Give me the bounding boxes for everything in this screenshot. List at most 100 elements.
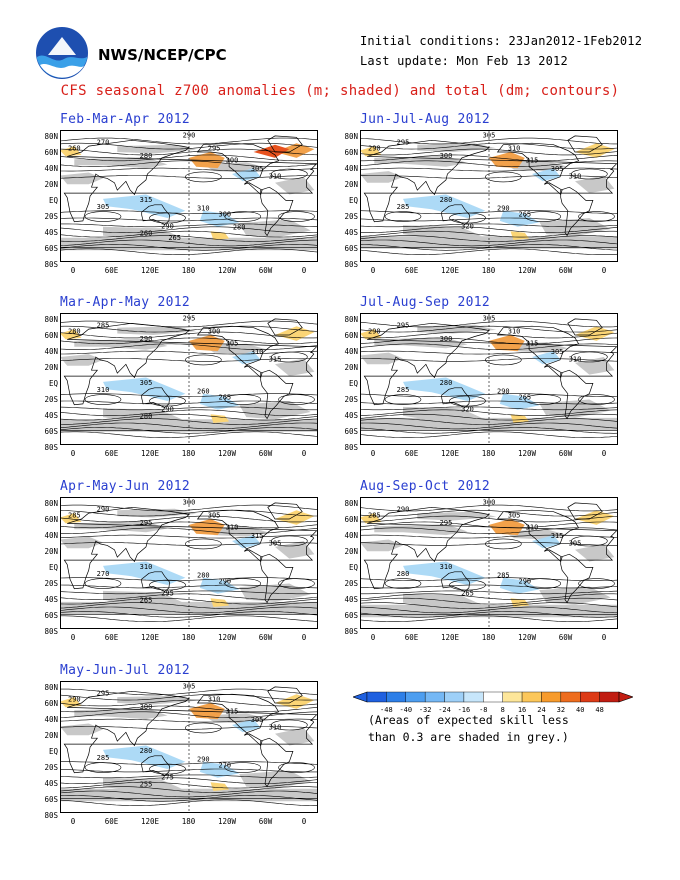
lat-label: 80S (44, 811, 58, 820)
contour-line (524, 394, 562, 405)
contour-line (60, 790, 318, 798)
contour-line (360, 226, 618, 233)
negative-anomaly (103, 745, 186, 769)
contour-line (360, 248, 618, 256)
coastline (260, 369, 294, 420)
lon-label: 60W (258, 449, 273, 458)
lat-label: 20S (344, 579, 358, 588)
contour-label: 255 (140, 781, 153, 789)
map-panel-1: 280 285 290 295 300 305 310 315 305 310 260 265 290 2… (60, 313, 318, 445)
lon-label: 0 (301, 449, 307, 458)
contour-line (278, 211, 315, 222)
negative-anomaly (232, 719, 261, 733)
lat-label: 40N (344, 347, 358, 356)
low-skill-region (60, 172, 103, 185)
positive-anomaly (189, 703, 225, 720)
lon-label: 180 (181, 817, 196, 826)
colorbar-swatch (463, 691, 484, 703)
contour-line (485, 538, 522, 550)
positive-anomaly (275, 143, 315, 158)
contour-label: 290 (219, 578, 232, 586)
anomaly-map: 290 295 300 305 310 315 305 310 280 285 290 265 320 (360, 313, 618, 445)
colorbar-swatch (599, 691, 620, 703)
negative-anomaly (199, 577, 240, 594)
colorbar-arrow-right (618, 691, 634, 703)
lon-label: 0 (370, 266, 376, 275)
contour-line (360, 406, 618, 411)
lon-label: 0 (70, 266, 76, 275)
coastline (360, 613, 618, 629)
contour-line (224, 578, 262, 589)
lat-label: 60N (44, 148, 58, 157)
lon-label: 120W (217, 633, 237, 642)
lat-label: 20N (344, 363, 358, 372)
contour-line (60, 343, 318, 351)
contour-label: 310 (197, 205, 210, 213)
contour-label: 310 (208, 696, 221, 704)
contour-label: 285 (397, 386, 410, 394)
contour-line (60, 244, 318, 251)
contour-label: 295 (208, 145, 221, 153)
positive-anomaly (275, 326, 315, 341)
contour-line (360, 418, 618, 425)
lon-label: 60E (104, 817, 119, 826)
lat-label: 20N (344, 547, 358, 556)
contour-line (571, 351, 608, 363)
lon-label: 0 (370, 633, 376, 642)
coastline (560, 553, 594, 604)
coastline (196, 509, 280, 563)
lon-label: 180 (181, 449, 196, 458)
lat-label: 80S (344, 443, 358, 452)
contour-label: 285 (97, 754, 110, 762)
lat-label: 60N (344, 331, 358, 340)
colorbar-tick-label: 32 (557, 706, 565, 714)
lat-label: 80S (44, 627, 58, 636)
lat-label: 60N (344, 515, 358, 524)
contour-label: 305 (97, 203, 110, 211)
lat-label: 20S (344, 212, 358, 221)
contour-label: 280 (68, 328, 81, 336)
positive-anomaly (510, 414, 530, 423)
anomaly-map: 290 295 300 305 310 315 305 310 280 285 290 270 275 2… (60, 681, 318, 813)
contour-label: 280 (397, 570, 410, 578)
lat-label: 60S (344, 611, 358, 620)
lon-label: 120E (140, 449, 160, 458)
low-skill-region (103, 226, 182, 240)
contour-label: 265 (140, 597, 153, 605)
lon-label: 60E (404, 633, 419, 642)
contour-line (60, 611, 318, 618)
low-skill-region (275, 176, 315, 195)
lat-label: 40N (44, 164, 58, 173)
colorbar-swatch (541, 691, 562, 703)
contour-line (60, 175, 318, 179)
colorbar-tick-label: -48 (380, 706, 393, 714)
colorbar-swatch (483, 691, 503, 703)
colorbar-tick-label: -16 (458, 706, 471, 714)
contour-line (185, 171, 222, 183)
lat-label: 20N (44, 180, 58, 189)
lat-label: EQ (48, 196, 58, 205)
map-panel-3: 290 295 300 305 310 315 305 310 280 285 290 270 275 2… (60, 681, 318, 813)
contour-line (60, 597, 318, 605)
contour-label: 300 (440, 152, 453, 160)
positive-anomaly (489, 152, 525, 169)
contour-line (224, 762, 262, 773)
lat-label: EQ (48, 379, 58, 388)
lat-label: EQ (348, 563, 358, 572)
contour-label: 310 (526, 523, 539, 531)
coastline (196, 142, 280, 196)
colorbar-tick-label: -40 (399, 706, 412, 714)
anomaly-map: 260 270 280 290 295 300 305 310 315 305 310 300 290 2… (60, 130, 318, 262)
low-skill-region (60, 536, 103, 549)
colorbar-swatch (444, 691, 465, 703)
lon-label: 0 (601, 633, 607, 642)
contour-line (271, 535, 308, 547)
contour-label: 305 (483, 314, 496, 322)
negative-anomaly (403, 194, 486, 218)
contour-label: 300 (226, 156, 239, 164)
lon-label: 60E (104, 633, 119, 642)
lon-label: 60E (404, 266, 419, 275)
contour-line (60, 422, 318, 430)
contour-label: 305 (226, 339, 239, 347)
contour-label: 305 (269, 539, 282, 547)
